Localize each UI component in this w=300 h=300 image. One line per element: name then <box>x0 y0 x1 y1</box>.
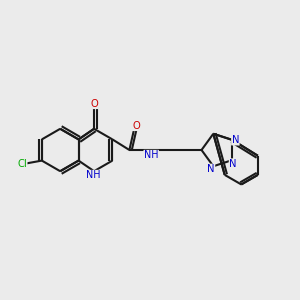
Text: O: O <box>90 99 98 109</box>
Text: N: N <box>229 159 237 169</box>
Text: N: N <box>232 135 239 145</box>
Text: NH: NH <box>144 150 158 160</box>
Text: Cl: Cl <box>17 158 27 169</box>
Text: NH: NH <box>85 170 100 180</box>
Text: O: O <box>132 121 140 130</box>
Text: N: N <box>207 164 215 174</box>
